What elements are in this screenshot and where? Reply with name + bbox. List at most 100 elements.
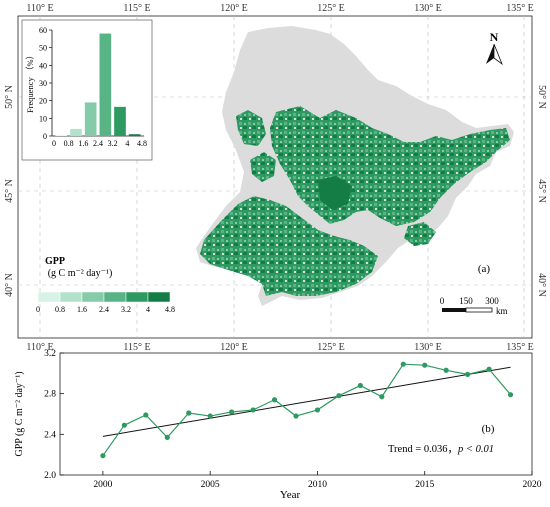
legend-box (103, 291, 127, 303)
gpp-data-point (336, 393, 342, 399)
inset-y-tick-label: 20 (39, 97, 47, 106)
inset-ylabel: Frequency （%） (25, 51, 35, 113)
legend-tick-label: 4 (146, 305, 150, 314)
map-panel-label: (a) (478, 263, 491, 275)
lon-label-bottom-120: 120° E (220, 342, 248, 353)
gpp-data-point (379, 394, 385, 400)
gpp-data-point (443, 367, 449, 373)
inset-y-tick-label: 30 (39, 79, 47, 88)
ts-trend-text: Trend = 0.036，p < 0.01 (388, 444, 494, 455)
scale-tick-0: 0 (440, 296, 445, 306)
lon-labels: 110° E 115° E 120° E 125° E 130° E 135° … (26, 3, 533, 353)
ts-ylabel: GPP (g C m⁻² day⁻¹) (14, 371, 25, 456)
trend-value: Trend = 0.036， (388, 444, 458, 455)
ts-x-tick-label: 2020 (523, 480, 542, 490)
gpp-data-point (357, 382, 363, 389)
scale-tick-150: 150 (459, 296, 473, 306)
legend-ticks: 0 0.8 1.6 2.4 3.2 4 4.8 (36, 305, 175, 314)
legend-box (59, 291, 83, 303)
histogram-bar (128, 134, 141, 136)
gpp-data-point (164, 434, 170, 440)
legend-box (81, 291, 105, 303)
lon-label-bottom-135: 135° E (506, 342, 534, 353)
inset-y-tick-label: 40 (39, 61, 47, 70)
lat-label-right-50: 50° N (536, 85, 547, 109)
lat-label-left-50: 50° N (4, 85, 15, 109)
inset-x-tick-label: 1.6 (78, 139, 88, 148)
gpp-data-point (229, 409, 235, 415)
lat-label-right-40: 40° N (536, 273, 547, 297)
timeseries-panel: GPP (g C m⁻² day⁻¹) Year (b) Trend = 0.0… (14, 349, 542, 501)
ts-x-tick-label: 2015 (415, 480, 434, 490)
inset-x-tick-label: 0.8 (64, 139, 74, 148)
lon-label-bottom-110: 110° E (26, 342, 53, 353)
inset-x-ticks: 0 0.8 1.6 2.4 3.2 4 4.8 (52, 139, 147, 148)
lon-label-top-125: 125° E (317, 3, 345, 14)
gpp-data-point (186, 410, 192, 416)
lat-label-left-45: 45° N (4, 179, 15, 203)
gpp-series-line (102, 363, 512, 457)
scale-bar: 0 150 300 km (440, 296, 508, 316)
legend-tick-label: 2.4 (99, 305, 109, 314)
gpp-data-point (143, 412, 149, 418)
scale-unit: km (496, 306, 508, 316)
map-panel: 110° E 115° E 120° E 125° E 130° E 135° … (4, 3, 547, 353)
lon-label-bottom-130: 130° E (414, 342, 442, 353)
legend-tick-label: 1.6 (77, 305, 87, 314)
gpp-data-point (507, 392, 514, 398)
legend-unit: (g C m⁻² day⁻¹) (48, 268, 113, 279)
p-value: p < 0.01 (457, 444, 494, 455)
ts-panel-label: (b) (482, 423, 495, 435)
lon-label-top-135: 135° E (506, 3, 534, 14)
scale-tick-300: 300 (485, 296, 499, 306)
lon-label-bottom-125: 125° E (317, 342, 345, 353)
inset-x-tick-label: 0 (52, 139, 56, 148)
inset-y-ticks: 0 10 20 30 40 50 60 (39, 26, 52, 141)
ts-y-ticks: 2.0 2.4 2.8 3.2 (44, 349, 64, 481)
histogram-bar (114, 106, 126, 136)
ts-y-tick-label: 2.8 (44, 390, 56, 400)
legend-tick-label: 0 (36, 305, 40, 314)
legend-box (147, 291, 171, 303)
legend-box (37, 291, 61, 303)
gpp-series-points (100, 361, 514, 459)
lat-label-right-45: 45° N (536, 179, 547, 203)
gpp-data-point (314, 407, 321, 413)
inset-x-tick-label: 4 (125, 139, 129, 148)
inset-y-tick-label: 10 (39, 114, 47, 123)
inset-x-tick-label: 3.2 (108, 139, 118, 148)
ts-x-tick-label: 2000 (93, 480, 112, 490)
lat-label-left-40: 40° N (4, 273, 15, 297)
inset-y-tick-label: 0 (43, 132, 47, 141)
gpp-legend: GPP (g C m⁻² day⁻¹) 0 0.8 1.6 2.4 3.2 4 4.8 (36, 256, 175, 314)
ts-xlabel: Year (280, 489, 301, 501)
gpp-data-point (422, 362, 428, 368)
gpp-data-point (465, 371, 471, 377)
lon-label-bottom-115: 115° E (123, 342, 150, 353)
inset-y-tick-label: 50 (39, 44, 47, 53)
legend-title: GPP (45, 256, 65, 267)
gpp-data-point (250, 407, 256, 413)
gpp-data-point (207, 413, 213, 419)
inset-frame (21, 19, 153, 161)
legend-tick-label: 3.2 (121, 305, 131, 314)
legend-box (125, 291, 149, 303)
gpp-data-point (486, 366, 492, 372)
north-arrow-icon: N (486, 30, 503, 66)
gpp-data-point (121, 422, 127, 428)
histogram-bar (99, 33, 112, 136)
legend-tick-label: 4.8 (165, 305, 175, 314)
ts-y-tick-label: 2.0 (44, 471, 56, 481)
inset-y-tick-label: 60 (39, 26, 47, 35)
ts-y-tick-label: 2.4 (44, 430, 56, 440)
gpp-data-point (271, 397, 278, 403)
histogram-bar (84, 102, 97, 136)
inset-bars (55, 33, 141, 136)
lon-label-top-130: 130° E (414, 3, 442, 14)
trend-line (102, 366, 511, 437)
inset-x-tick-label: 4.8 (137, 139, 147, 148)
histogram-bar (55, 135, 68, 136)
gpp-data-point (100, 453, 106, 459)
lat-labels: 50° N 45° N 40° N 50° N 45° N 40° N (4, 85, 547, 297)
